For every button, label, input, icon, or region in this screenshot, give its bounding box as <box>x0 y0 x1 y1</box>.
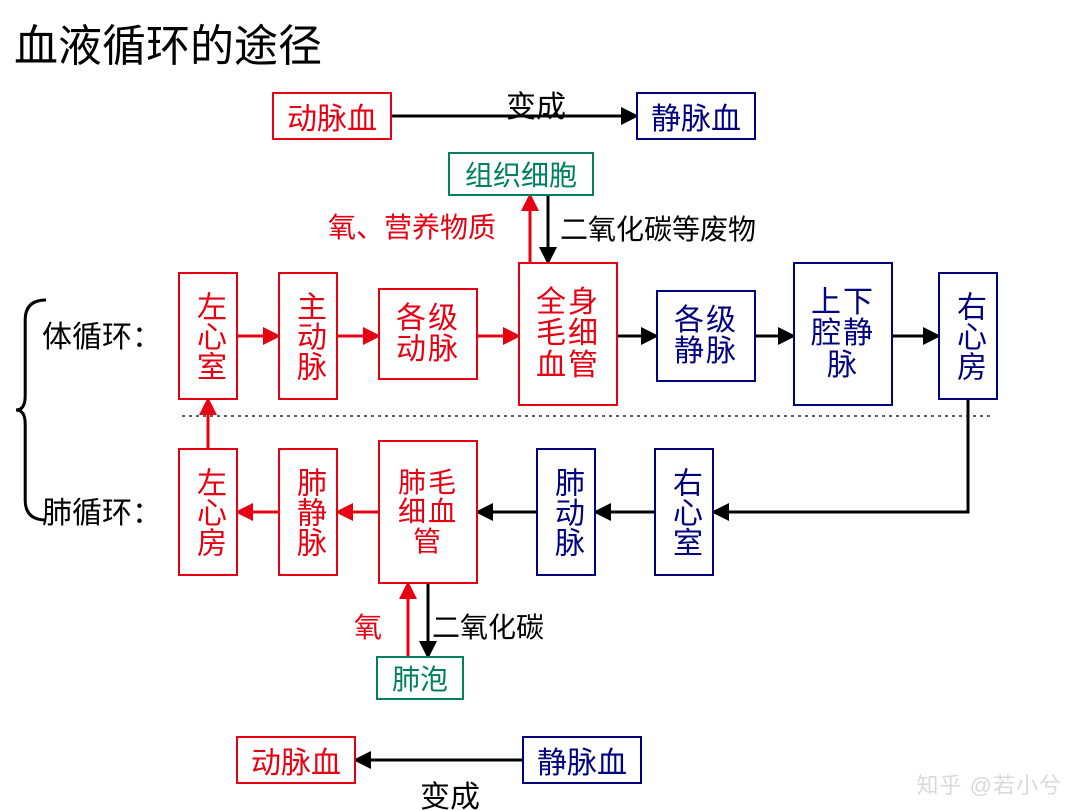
node-tissue_cells: 组织细胞 <box>448 152 594 196</box>
node-pul_vein: 肺静脉 <box>278 448 338 576</box>
node-arterial_bot: 动脉血 <box>236 736 356 784</box>
node-la: 左心房 <box>178 448 238 576</box>
label-o2_nutrients: 氧、营养物质 <box>328 206 496 246</box>
label-systemic: 体循环： <box>42 312 162 356</box>
label-co2: 二氧化碳 <box>432 606 544 646</box>
node-arteries: 各级 动脉 <box>378 288 478 380</box>
node-alveoli: 肺泡 <box>376 656 464 700</box>
node-lv: 左心室 <box>178 272 238 400</box>
watermark: 知乎 @若小兮 <box>917 768 1062 800</box>
node-vena_cava: 上下 腔静 脉 <box>793 262 893 406</box>
node-rv: 右心室 <box>654 448 714 576</box>
label-bianchen_bottom: 变成 <box>420 772 480 810</box>
label-pulmonary: 肺循环： <box>42 488 162 532</box>
node-venous_top: 静脉血 <box>636 92 756 140</box>
node-veins: 各级 静脉 <box>656 290 756 382</box>
node-body_caps: 全身 毛细 血管 <box>518 262 618 406</box>
diagram-title: 血液循环的途径 <box>14 10 322 74</box>
node-ra: 右心房 <box>938 272 998 400</box>
node-arterial_top: 动脉血 <box>272 92 392 140</box>
node-aorta: 主动脉 <box>278 272 338 400</box>
edge-ra-rv-9 <box>714 400 968 512</box>
node-pul_art: 肺动脉 <box>536 448 596 576</box>
label-bianchen_top: 变成 <box>506 82 566 126</box>
node-venous_bot: 静脉血 <box>522 736 642 784</box>
label-o2: 氧 <box>354 606 382 646</box>
node-lung_caps: 肺毛 细血 管 <box>378 440 478 584</box>
label-co2_waste: 二氧化碳等废物 <box>560 208 756 248</box>
